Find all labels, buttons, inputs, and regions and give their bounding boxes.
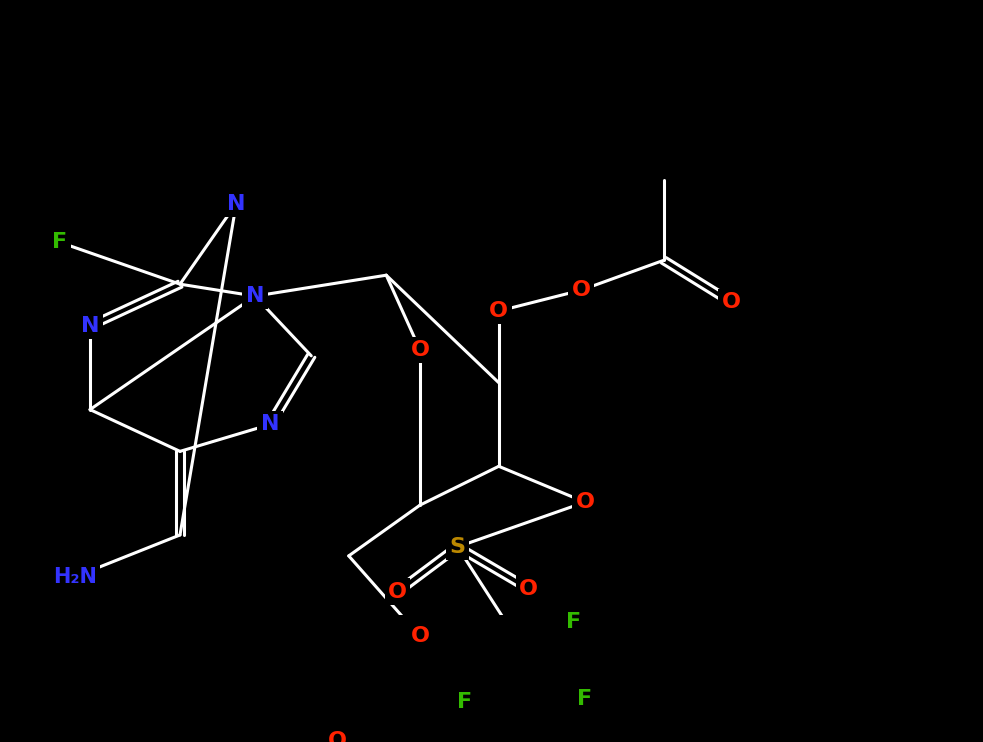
- Text: O: O: [519, 579, 539, 599]
- Text: O: O: [411, 626, 430, 646]
- Text: O: O: [722, 292, 741, 312]
- Text: O: O: [388, 582, 407, 602]
- Text: F: F: [566, 611, 581, 631]
- Text: N: N: [260, 415, 279, 435]
- Text: O: O: [490, 301, 508, 321]
- Text: S: S: [449, 537, 466, 557]
- Text: N: N: [81, 316, 99, 336]
- Text: F: F: [457, 692, 473, 712]
- Text: H₂N: H₂N: [53, 567, 97, 587]
- Text: O: O: [575, 492, 595, 512]
- Text: O: O: [572, 280, 591, 300]
- Text: O: O: [328, 731, 347, 742]
- Text: F: F: [52, 232, 68, 252]
- Text: N: N: [246, 286, 264, 306]
- Text: O: O: [411, 340, 430, 360]
- Text: N: N: [227, 194, 246, 214]
- Text: F: F: [577, 689, 593, 709]
